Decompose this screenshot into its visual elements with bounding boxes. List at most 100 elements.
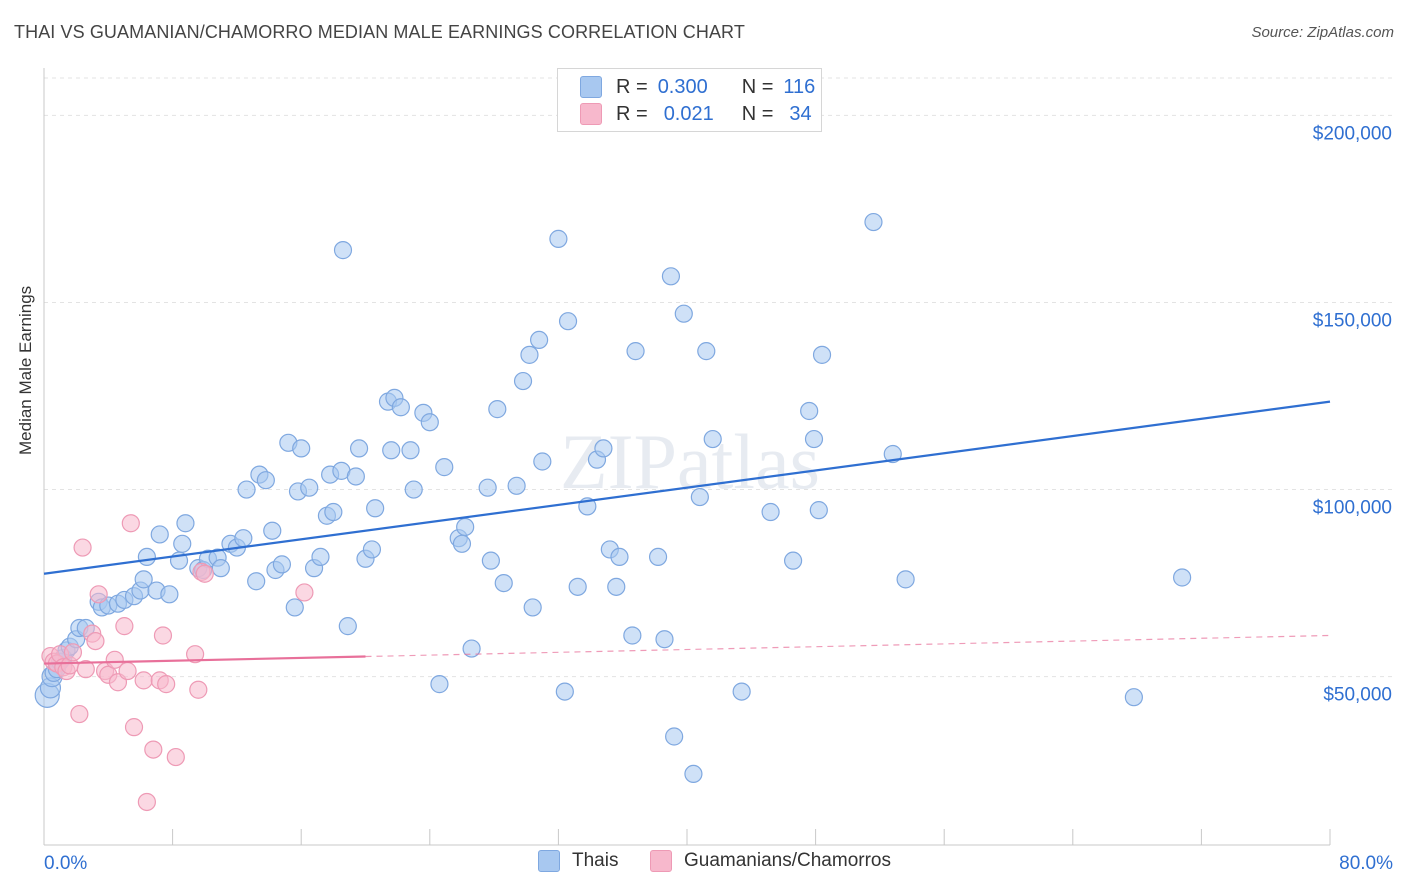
series-legend-label: Guamanians/Chamorros xyxy=(684,850,891,871)
point-guamanians xyxy=(76,660,95,679)
y-tick-label: $100,000 xyxy=(1313,498,1392,519)
legend-n-label: N = xyxy=(741,102,774,125)
legend-n-value: 116 xyxy=(783,75,816,98)
point-thais xyxy=(391,398,410,417)
label-layer: $50,000 $100,000 $150,000 $200,000 0.0% 80.0% xyxy=(44,123,1393,874)
point-thais xyxy=(176,514,195,533)
point-thais xyxy=(285,598,304,617)
series-swatch-blue xyxy=(538,850,560,872)
point-thais xyxy=(610,547,629,567)
legend-n-label: N = xyxy=(741,75,774,98)
y-axis-title: Median Male Earnings xyxy=(16,285,35,455)
point-guamanians xyxy=(153,626,173,645)
point-thais xyxy=(263,521,282,540)
point-thais xyxy=(346,467,365,486)
point-thais xyxy=(607,577,626,596)
point-thais xyxy=(481,551,500,570)
point-guamanians xyxy=(157,675,176,694)
trend-line-guamanians-dashed xyxy=(365,634,1331,658)
point-thais xyxy=(809,501,828,520)
point-thais xyxy=(300,478,319,497)
point-thais xyxy=(555,682,574,701)
point-guamanians xyxy=(70,704,89,724)
point-thais xyxy=(530,330,549,350)
trend-layer xyxy=(43,400,1331,665)
point-thais xyxy=(761,502,780,522)
point-thais xyxy=(648,547,668,567)
point-thais xyxy=(1173,568,1192,587)
point-thais xyxy=(494,573,513,593)
series-legend-guamanians[interactable]: Guamanians/Chamorros xyxy=(650,850,891,872)
source-label: Source: ZipAtlas.com xyxy=(1251,24,1394,41)
point-thais xyxy=(435,458,454,477)
point-thais xyxy=(366,499,385,518)
point-thais xyxy=(272,555,292,574)
point-thais xyxy=(349,439,369,458)
point-guamanians xyxy=(115,617,134,636)
point-thais xyxy=(173,534,192,553)
point-thais xyxy=(237,480,256,499)
point-thais xyxy=(211,559,230,578)
trend-line-guamanians xyxy=(43,655,366,665)
point-thais xyxy=(558,312,578,331)
legend-n-value: 34 xyxy=(789,102,812,125)
point-guamanians xyxy=(86,631,105,651)
chart-title: THAI VS GUAMANIAN/CHAMORRO MEDIAN MALE E… xyxy=(14,22,745,42)
point-thais xyxy=(883,444,902,464)
point-thais xyxy=(568,577,587,596)
point-thais xyxy=(655,630,674,649)
point-thais xyxy=(456,517,475,537)
series-legend: Thais Guamanians/Chamorros xyxy=(0,850,1406,878)
legend-row-thais: R = 0.300 N = 116 xyxy=(580,75,815,99)
point-layer xyxy=(34,212,1192,812)
point-thais xyxy=(404,480,423,499)
point-thais xyxy=(896,570,915,589)
point-guamanians xyxy=(134,671,153,690)
point-thais xyxy=(697,342,716,361)
point-thais xyxy=(150,525,169,544)
point-thais xyxy=(324,502,343,522)
point-thais xyxy=(661,267,681,286)
point-thais xyxy=(134,570,153,589)
point-thais xyxy=(800,401,819,421)
point-guamanians xyxy=(118,661,137,681)
correlation-legend: R = 0.300 N = 116 R = 0.021 N = 34 xyxy=(557,68,822,132)
point-thais xyxy=(665,727,684,746)
point-guamanians xyxy=(295,583,314,602)
point-thais xyxy=(420,413,439,432)
point-thais xyxy=(523,598,542,617)
point-thais xyxy=(452,534,472,553)
point-thais xyxy=(533,452,552,471)
series-legend-label: Thais xyxy=(572,850,619,871)
point-guamanians xyxy=(195,564,214,583)
point-thais xyxy=(362,540,382,559)
point-guamanians xyxy=(121,514,140,533)
point-thais xyxy=(549,229,568,248)
point-thais xyxy=(401,441,420,460)
point-thais xyxy=(626,342,645,361)
legend-swatch-pink xyxy=(580,103,602,125)
legend-swatch-blue xyxy=(580,76,602,98)
point-thais xyxy=(462,639,481,658)
point-thais xyxy=(430,675,449,694)
trend-line-thais xyxy=(43,400,1331,575)
point-thais xyxy=(247,572,266,591)
point-thais xyxy=(311,547,330,567)
legend-r-value: 0.300 xyxy=(657,75,708,98)
y-tick-label: $150,000 xyxy=(1313,310,1392,331)
point-thais xyxy=(488,400,507,419)
point-thais xyxy=(594,439,613,458)
point-thais xyxy=(256,471,275,490)
point-thais xyxy=(338,617,357,636)
point-thais xyxy=(520,345,539,364)
point-guamanians xyxy=(124,718,144,737)
point-guamanians xyxy=(144,740,163,759)
y-tick-label: $200,000 xyxy=(1313,123,1392,144)
point-thais xyxy=(234,529,253,548)
point-thais xyxy=(160,585,179,604)
point-guamanians xyxy=(189,680,208,699)
x-tick-label: 80.0% xyxy=(1339,853,1393,874)
legend-r-label: R = xyxy=(616,102,648,125)
series-legend-thais[interactable]: Thais xyxy=(538,850,618,872)
series-swatch-pink xyxy=(650,850,672,872)
